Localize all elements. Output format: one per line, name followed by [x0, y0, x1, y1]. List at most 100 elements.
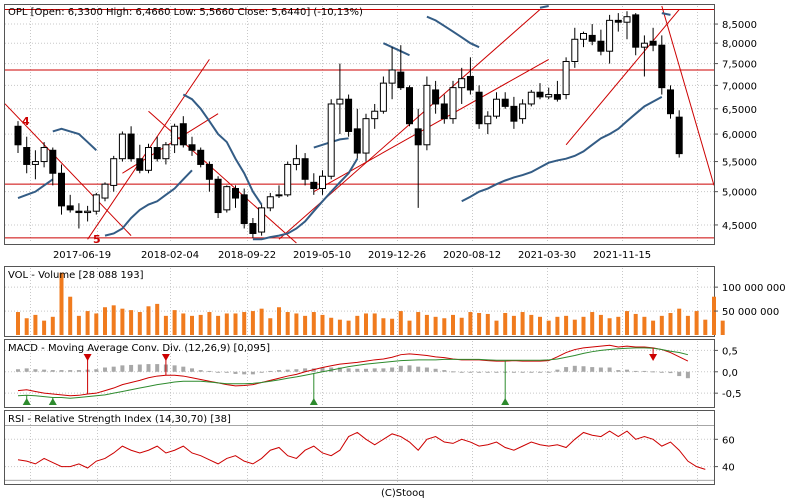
x-tick-label: 2019-12-26 — [368, 250, 426, 261]
candle-body-down — [205, 163, 213, 180]
candle-body-down — [353, 128, 361, 154]
x-tick-label: 2018-09-22 — [218, 250, 276, 261]
volume-bar — [137, 312, 142, 335]
buy-signal-arrow — [22, 398, 31, 405]
volume-bar — [59, 272, 64, 335]
candle — [501, 92, 509, 109]
candle-body-up — [266, 196, 274, 209]
macd-histogram-bar — [198, 370, 203, 372]
macd-histogram-bar — [564, 367, 569, 372]
candle-body-up — [571, 38, 579, 62]
candle-body-down — [188, 144, 196, 151]
macd-signal-line — [17, 347, 689, 399]
candle — [553, 80, 561, 102]
candle — [475, 85, 483, 129]
macd-histogram-bar — [129, 364, 134, 372]
candle-body-down — [553, 94, 561, 100]
candle — [214, 176, 222, 219]
candle — [284, 161, 292, 197]
macd-histogram-bar — [633, 370, 638, 372]
candle-body-down — [466, 75, 474, 91]
candle-body-up — [623, 16, 631, 23]
macd-histogram-bar — [625, 369, 629, 372]
candle — [432, 80, 440, 114]
candle-body-down — [475, 91, 483, 125]
moving-average-line — [426, 15, 480, 49]
volume-bar — [242, 312, 247, 335]
volume-bar — [216, 315, 221, 335]
volume-bar — [668, 312, 673, 335]
macd-histogram-bar — [294, 369, 299, 372]
candle-body-up — [458, 78, 466, 89]
volume-tick-label: 100 000 000 — [722, 283, 786, 294]
volume-bar — [303, 315, 308, 335]
moving-average-line — [461, 95, 663, 203]
volume-bar — [268, 318, 273, 335]
candle — [232, 185, 239, 208]
volume-bar — [103, 307, 107, 335]
candle — [310, 173, 318, 195]
x-tick-label: 2018-02-04 — [141, 250, 199, 261]
moving-average-line — [252, 158, 359, 241]
candle-body-up — [40, 147, 48, 163]
candle-body-down — [510, 105, 518, 122]
macd-tick-label: 0,0 — [722, 368, 738, 379]
candle-body-down — [345, 98, 353, 132]
wave-label-5: 5 — [93, 233, 101, 246]
candle-body-up — [519, 103, 527, 120]
volume-bar — [720, 320, 725, 335]
candle-body-down — [197, 149, 205, 165]
candle — [667, 85, 674, 119]
x-tick-label: 2020-08-12 — [443, 250, 501, 261]
volume-bar — [590, 312, 595, 335]
candle — [14, 121, 22, 154]
volume-bar — [346, 320, 351, 335]
candle-body-up — [493, 98, 500, 117]
candle-body-down — [649, 40, 657, 46]
candle — [588, 24, 596, 46]
macd-histogram-bar — [581, 366, 586, 372]
candle-body-down — [179, 123, 187, 146]
credit-text: (C)Stooq — [381, 488, 425, 499]
candle — [675, 110, 683, 158]
price-panel-frame — [4, 4, 715, 245]
candle-body-up — [162, 144, 170, 160]
wave-label-4: 4 — [22, 115, 30, 128]
volume-bar — [390, 318, 395, 335]
candle — [545, 87, 553, 100]
volume-bar — [424, 314, 429, 335]
candle — [571, 27, 579, 68]
candle-body-down — [136, 158, 144, 171]
volume-bar — [224, 313, 229, 335]
candle-body-down — [58, 172, 65, 207]
macd-histogram-bar — [155, 364, 160, 372]
macd-histogram-bar — [538, 371, 542, 373]
macd-histogram-bar — [433, 368, 438, 372]
candle-body-up — [362, 118, 370, 154]
macd-histogram-bar — [590, 367, 595, 372]
volume-bar — [129, 310, 134, 335]
moving-average-line — [104, 169, 193, 237]
x-tick-label: 2017-06-19 — [53, 250, 111, 261]
candle — [536, 83, 544, 100]
macd-histogram-bar — [146, 364, 151, 372]
macd-histogram-bar — [268, 370, 273, 372]
volume-bar — [381, 318, 386, 335]
volume-bar — [24, 318, 29, 335]
macd-histogram-bar — [120, 365, 125, 372]
candle — [92, 192, 100, 215]
candle — [466, 57, 474, 95]
candle-body-up — [292, 158, 300, 165]
rsi-tick-label: 40 — [722, 463, 735, 474]
volume-bar — [703, 319, 708, 335]
price-tick-label: 8,0000 — [722, 39, 757, 50]
macd-histogram-bar — [181, 366, 186, 372]
volume-bar — [50, 316, 55, 335]
volume-bar — [355, 315, 360, 335]
candle — [562, 57, 570, 100]
candle-body-up — [258, 207, 266, 233]
grid-lines — [5, 6, 714, 483]
macd-histogram-bar — [555, 369, 560, 372]
macd-histogram-bar — [364, 368, 368, 372]
